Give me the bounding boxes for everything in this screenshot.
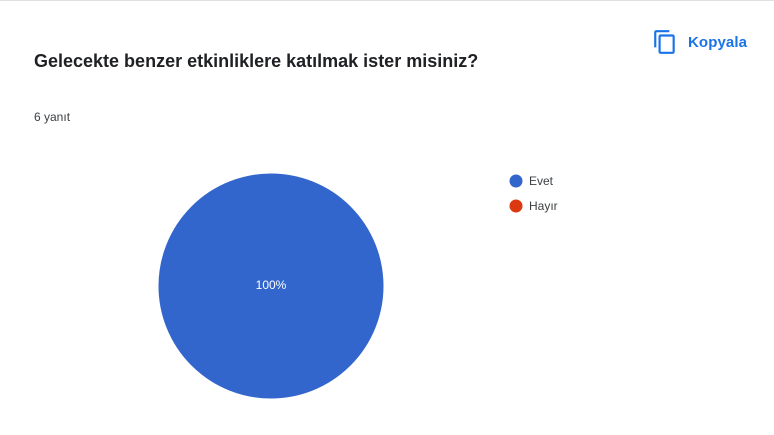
legend-label: Evet: [529, 174, 554, 188]
legend-swatch: [509, 174, 523, 188]
legend-item-hayır[interactable]: Hayır: [509, 199, 558, 213]
copy-icon: [654, 30, 675, 54]
top-divider: [0, 0, 774, 1]
slice-value-label: 100%: [256, 278, 287, 292]
legend-swatch: [509, 199, 523, 213]
copy-button[interactable]: Kopyala: [652, 28, 747, 56]
pie-slice-evet[interactable]: [157, 172, 385, 400]
legend-item-evet[interactable]: Evet: [509, 174, 554, 188]
response-count: 6 yanıt: [34, 110, 71, 124]
legend-label: Hayır: [529, 199, 558, 213]
question-title: Gelecekte benzer etkinliklere katılmak i…: [34, 51, 479, 71]
copy-label: Kopyala: [688, 33, 748, 51]
